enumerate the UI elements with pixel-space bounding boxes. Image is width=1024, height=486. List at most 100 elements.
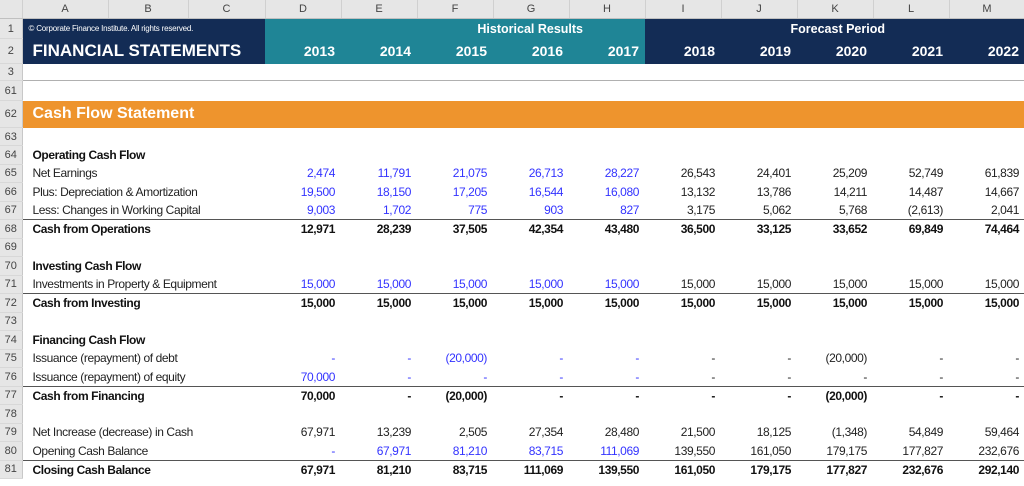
row-number[interactable]: 64 [0, 145, 23, 165]
value-cell-2018[interactable] [645, 405, 721, 424]
row-label[interactable]: Investments in Property & Equipment [32, 277, 218, 291]
value-cell-2019[interactable]: - [787, 351, 791, 366]
value-cell-2013[interactable]: 15,000 [265, 293, 341, 312]
value-cell-2022[interactable] [949, 312, 1024, 331]
value-cell-2016[interactable]: 83,715 [528, 443, 564, 458]
value-cell-2020[interactable]: 179,175 [826, 443, 867, 458]
row-number[interactable]: 1 [0, 18, 23, 39]
value-cell-2021[interactable]: 69,849 [873, 219, 949, 238]
value-cell-2020[interactable]: 25,209 [832, 166, 868, 181]
row-label[interactable]: Issuance (repayment) of debt [32, 351, 178, 366]
value-cell-2014[interactable]: 15,000 [376, 277, 412, 291]
value-cell-2022[interactable]: 292,140 [949, 459, 1024, 479]
value-cell-2021[interactable] [873, 331, 949, 350]
value-cell-2013[interactable] [265, 257, 341, 276]
column-header-l[interactable]: L [873, 0, 950, 19]
value-cell-2015[interactable]: 83,715 [417, 459, 493, 479]
value-cell-2020[interactable] [797, 331, 873, 350]
value-cell-2018[interactable]: 36,500 [645, 219, 721, 238]
value-cell-2018[interactable] [645, 257, 721, 276]
column-header-e[interactable]: E [341, 0, 418, 19]
value-cell-2021[interactable] [873, 146, 949, 165]
value-cell-2016[interactable] [493, 257, 569, 276]
value-cell-2013[interactable]: 70,000 [265, 385, 341, 405]
value-cell-2018[interactable]: - [711, 351, 715, 366]
value-cell-2019[interactable] [721, 257, 797, 276]
value-cell-2016[interactable]: 15,000 [493, 293, 569, 312]
row-label[interactable]: Less: Changes in Working Capital [32, 203, 201, 217]
column-header-a[interactable]: A [22, 0, 109, 19]
value-cell-2022[interactable]: - [1015, 369, 1019, 384]
row-number[interactable]: 65 [0, 164, 23, 183]
value-cell-2014[interactable]: - [407, 351, 411, 366]
value-cell-2014[interactable]: 1,702 [382, 203, 411, 217]
value-cell-2021[interactable]: 52,749 [908, 166, 944, 181]
value-cell-2022[interactable]: 74,464 [949, 219, 1024, 238]
value-cell-2014[interactable]: 13,239 [376, 425, 412, 440]
value-cell-2020[interactable]: 14,211 [833, 184, 868, 199]
value-cell-2017[interactable]: 15,000 [604, 277, 640, 291]
value-cell-2018[interactable]: - [711, 369, 715, 384]
value-cell-2019[interactable]: 33,125 [721, 219, 797, 238]
value-cell-2021[interactable]: 54,849 [908, 425, 944, 440]
value-cell-2015[interactable] [417, 257, 493, 276]
row-label[interactable]: Net Earnings [32, 166, 98, 181]
value-cell-2014[interactable]: 67,971 [376, 443, 412, 458]
row-number[interactable]: 69 [0, 238, 23, 257]
value-cell-2017[interactable]: 139,550 [569, 459, 645, 479]
value-cell-2018[interactable]: 13,132 [680, 184, 716, 199]
value-cell-2013[interactable] [265, 405, 341, 424]
row-label[interactable] [22, 238, 265, 257]
empty-row[interactable] [22, 81, 1024, 101]
value-cell-2022[interactable]: 59,464 [984, 425, 1020, 440]
value-cell-2018[interactable]: 15,000 [680, 277, 716, 291]
column-header-c[interactable]: C [188, 0, 266, 19]
value-cell-2019[interactable] [721, 331, 797, 350]
row-number[interactable]: 3 [0, 63, 23, 81]
value-cell-2021[interactable]: - [939, 351, 943, 366]
value-cell-2015[interactable]: 15,000 [417, 293, 493, 312]
value-cell-2017[interactable] [569, 146, 645, 165]
value-cell-2019[interactable]: 15,000 [756, 277, 792, 291]
value-cell-2015[interactable] [417, 238, 493, 257]
value-cell-2015[interactable]: (20,000) [445, 351, 488, 366]
row-label[interactable]: Net Increase (decrease) in Cash [32, 425, 194, 440]
value-cell-2016[interactable]: 16,544 [528, 184, 564, 199]
column-header-g[interactable]: G [493, 0, 570, 19]
row-label[interactable]: Opening Cash Balance [32, 443, 149, 458]
value-cell-2020[interactable]: 177,827 [797, 459, 873, 479]
row-number[interactable]: 78 [0, 404, 23, 424]
value-cell-2022[interactable] [949, 238, 1024, 257]
row-number[interactable]: 81 [0, 460, 23, 479]
column-header-m[interactable]: M [949, 0, 1024, 19]
value-cell-2018[interactable] [645, 331, 721, 350]
value-cell-2017[interactable]: 16,080 [604, 184, 640, 199]
value-cell-2015[interactable]: 21,075 [452, 166, 488, 181]
value-cell-2018[interactable]: 26,543 [680, 166, 716, 181]
value-cell-2021[interactable]: 14,487 [908, 184, 944, 199]
value-cell-2019[interactable] [721, 238, 797, 257]
value-cell-2021[interactable]: - [873, 385, 949, 405]
value-cell-2020[interactable] [797, 405, 873, 424]
row-label[interactable]: Operating Cash Flow [32, 147, 146, 162]
value-cell-2014[interactable] [341, 146, 417, 165]
value-cell-2017[interactable] [569, 405, 645, 424]
row-number[interactable]: 67 [0, 201, 23, 220]
value-cell-2020[interactable]: 5,768 [838, 203, 867, 217]
value-cell-2022[interactable]: 15,000 [984, 277, 1020, 291]
row-number[interactable]: 2 [0, 38, 23, 64]
value-cell-2014[interactable]: 18,150 [376, 184, 412, 199]
value-cell-2018[interactable]: 21,500 [680, 425, 716, 440]
column-header-h[interactable]: H [569, 0, 646, 19]
value-cell-2018[interactable] [645, 146, 721, 165]
value-cell-2020[interactable]: (1,348) [831, 425, 868, 440]
value-cell-2013[interactable]: 19,500 [300, 184, 336, 199]
value-cell-2013[interactable]: 70,000 [300, 369, 336, 384]
value-cell-2020[interactable]: 15,000 [832, 277, 868, 291]
value-cell-2014[interactable]: 11,791 [377, 166, 412, 181]
value-cell-2017[interactable] [569, 312, 645, 331]
value-cell-2022[interactable]: - [949, 385, 1024, 405]
value-cell-2020[interactable]: 33,652 [797, 219, 873, 238]
value-cell-2021[interactable]: 15,000 [873, 293, 949, 312]
value-cell-2019[interactable]: 5,062 [762, 203, 791, 217]
